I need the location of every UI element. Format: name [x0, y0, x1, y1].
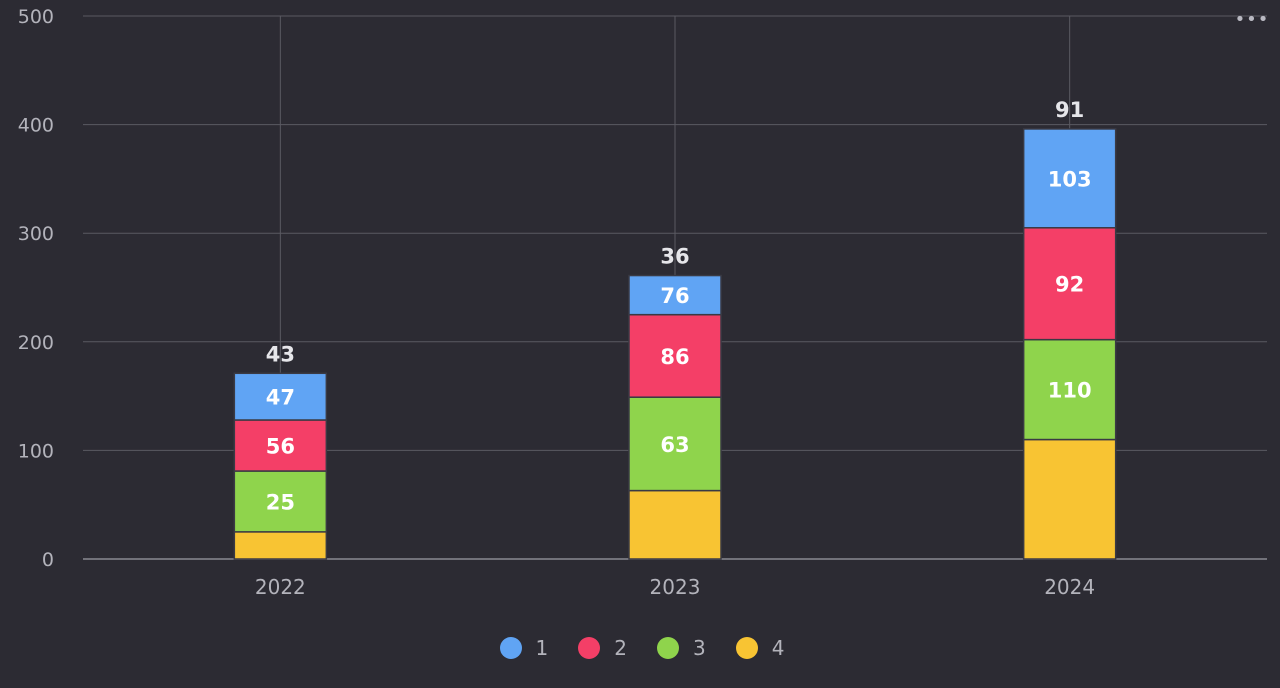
- bar-2023-series-2: [628, 313, 722, 398]
- chart-legend: 1 2 3 4: [0, 630, 1280, 666]
- legend-dot-3: [657, 637, 679, 659]
- bar-2023-series-4: [628, 489, 722, 560]
- legend-dot-1: [499, 637, 522, 659]
- bar-2023-series-1: [628, 274, 722, 316]
- legend-label-1: 1: [535, 636, 549, 660]
- bar-2023-series-3: [628, 396, 722, 492]
- bar-2022-series-4: [233, 531, 328, 560]
- total-label-2022: 43: [266, 342, 295, 366]
- bar-2022-series-2: [233, 419, 328, 472]
- stacked-bar-chart: 0 100 200 300 400 500 25 56 47 43 2022 63 86 76 36 2023…: [18, 6, 1267, 599]
- data-label-2023-series-1: 76: [660, 284, 689, 308]
- legend-item-1[interactable]: 1: [496, 636, 549, 660]
- bar-2024-series-1: [1022, 128, 1117, 229]
- y-tick-label-400: 400: [18, 115, 54, 137]
- x-tick-label-2024: 2024: [1044, 575, 1095, 599]
- data-label-2022-series-3: 25: [266, 490, 295, 514]
- data-label-2022-series-2: 56: [266, 435, 295, 459]
- bar-2022-series-3: [233, 470, 328, 533]
- legend-dot-4: [735, 637, 758, 659]
- y-tick-label-200: 200: [18, 332, 54, 354]
- legend-item-4[interactable]: 4: [732, 636, 785, 660]
- legend-label-3: 3: [693, 636, 706, 660]
- x-tick-label-2022: 2022: [255, 575, 306, 599]
- data-label-2022-series-1: 47: [266, 386, 295, 410]
- legend-label-2: 2: [614, 636, 627, 660]
- bar-2022-series-1: [233, 372, 328, 421]
- y-tick-label-0: 0: [42, 549, 54, 571]
- x-tick-label-2023: 2023: [650, 575, 701, 599]
- legend-label-4: 4: [771, 636, 785, 660]
- total-label-2023: 36: [660, 245, 689, 269]
- data-label-2023-series-3: 63: [660, 433, 689, 457]
- total-label-2024: 91: [1055, 98, 1084, 122]
- legend-item-2[interactable]: 2: [574, 636, 627, 660]
- data-label-2024-series-1: 103: [1048, 167, 1092, 191]
- data-label-2023-series-2: 86: [660, 345, 689, 369]
- bar-2024-series-4: [1022, 438, 1117, 560]
- data-label-2024-series-2: 92: [1055, 273, 1084, 297]
- chart-menu-button[interactable]: •••: [1234, 9, 1270, 30]
- data-label-2024-series-3: 110: [1048, 379, 1092, 403]
- y-tick-label-300: 300: [18, 223, 54, 245]
- y-tick-label-100: 100: [18, 440, 54, 462]
- y-tick-label-500: 500: [18, 6, 54, 28]
- legend-item-3[interactable]: 3: [653, 636, 706, 660]
- bar-2024-series-2: [1022, 227, 1117, 341]
- legend-dot-2: [578, 637, 601, 659]
